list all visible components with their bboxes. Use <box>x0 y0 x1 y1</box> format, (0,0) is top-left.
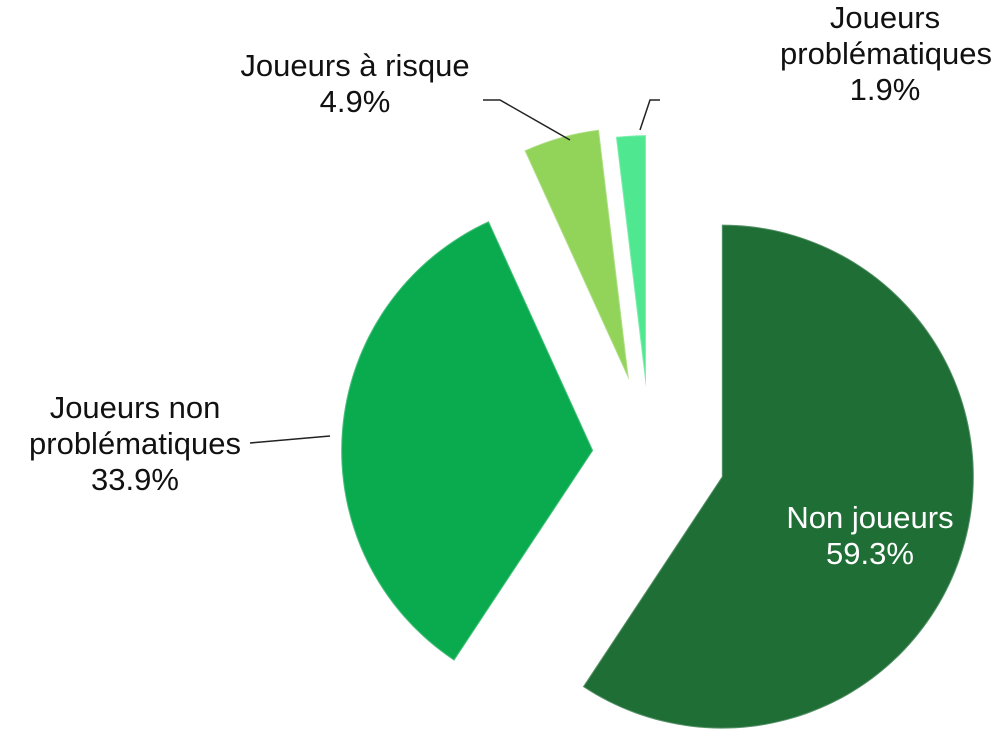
pie-slice <box>614 134 647 388</box>
value-label: 33.9% <box>91 462 179 497</box>
category-label: Joueurs problématiques <box>780 0 992 71</box>
slice-label: Joueurs non problématiques 33.9% <box>0 390 270 498</box>
value-label: 1.9% <box>849 72 921 107</box>
leader-line <box>483 99 571 141</box>
leader-line <box>249 435 331 444</box>
slice-label: Joueurs à risque 4.9% <box>200 48 510 120</box>
slice-label: Non joueurs 59.3% <box>740 500 996 572</box>
value-label: 4.9% <box>319 84 391 119</box>
pie-slice <box>523 128 630 381</box>
pie-slice <box>340 219 595 663</box>
pie-slice <box>581 223 975 730</box>
slice-label: Joueurs problématiques 1.9% <box>780 0 992 108</box>
value-label: 59.3% <box>826 536 914 571</box>
category-label: Joueurs non problématiques <box>29 390 241 461</box>
category-label: Non joueurs <box>786 500 954 535</box>
category-label: Joueurs à risque <box>240 48 470 83</box>
leader-line <box>639 99 660 131</box>
